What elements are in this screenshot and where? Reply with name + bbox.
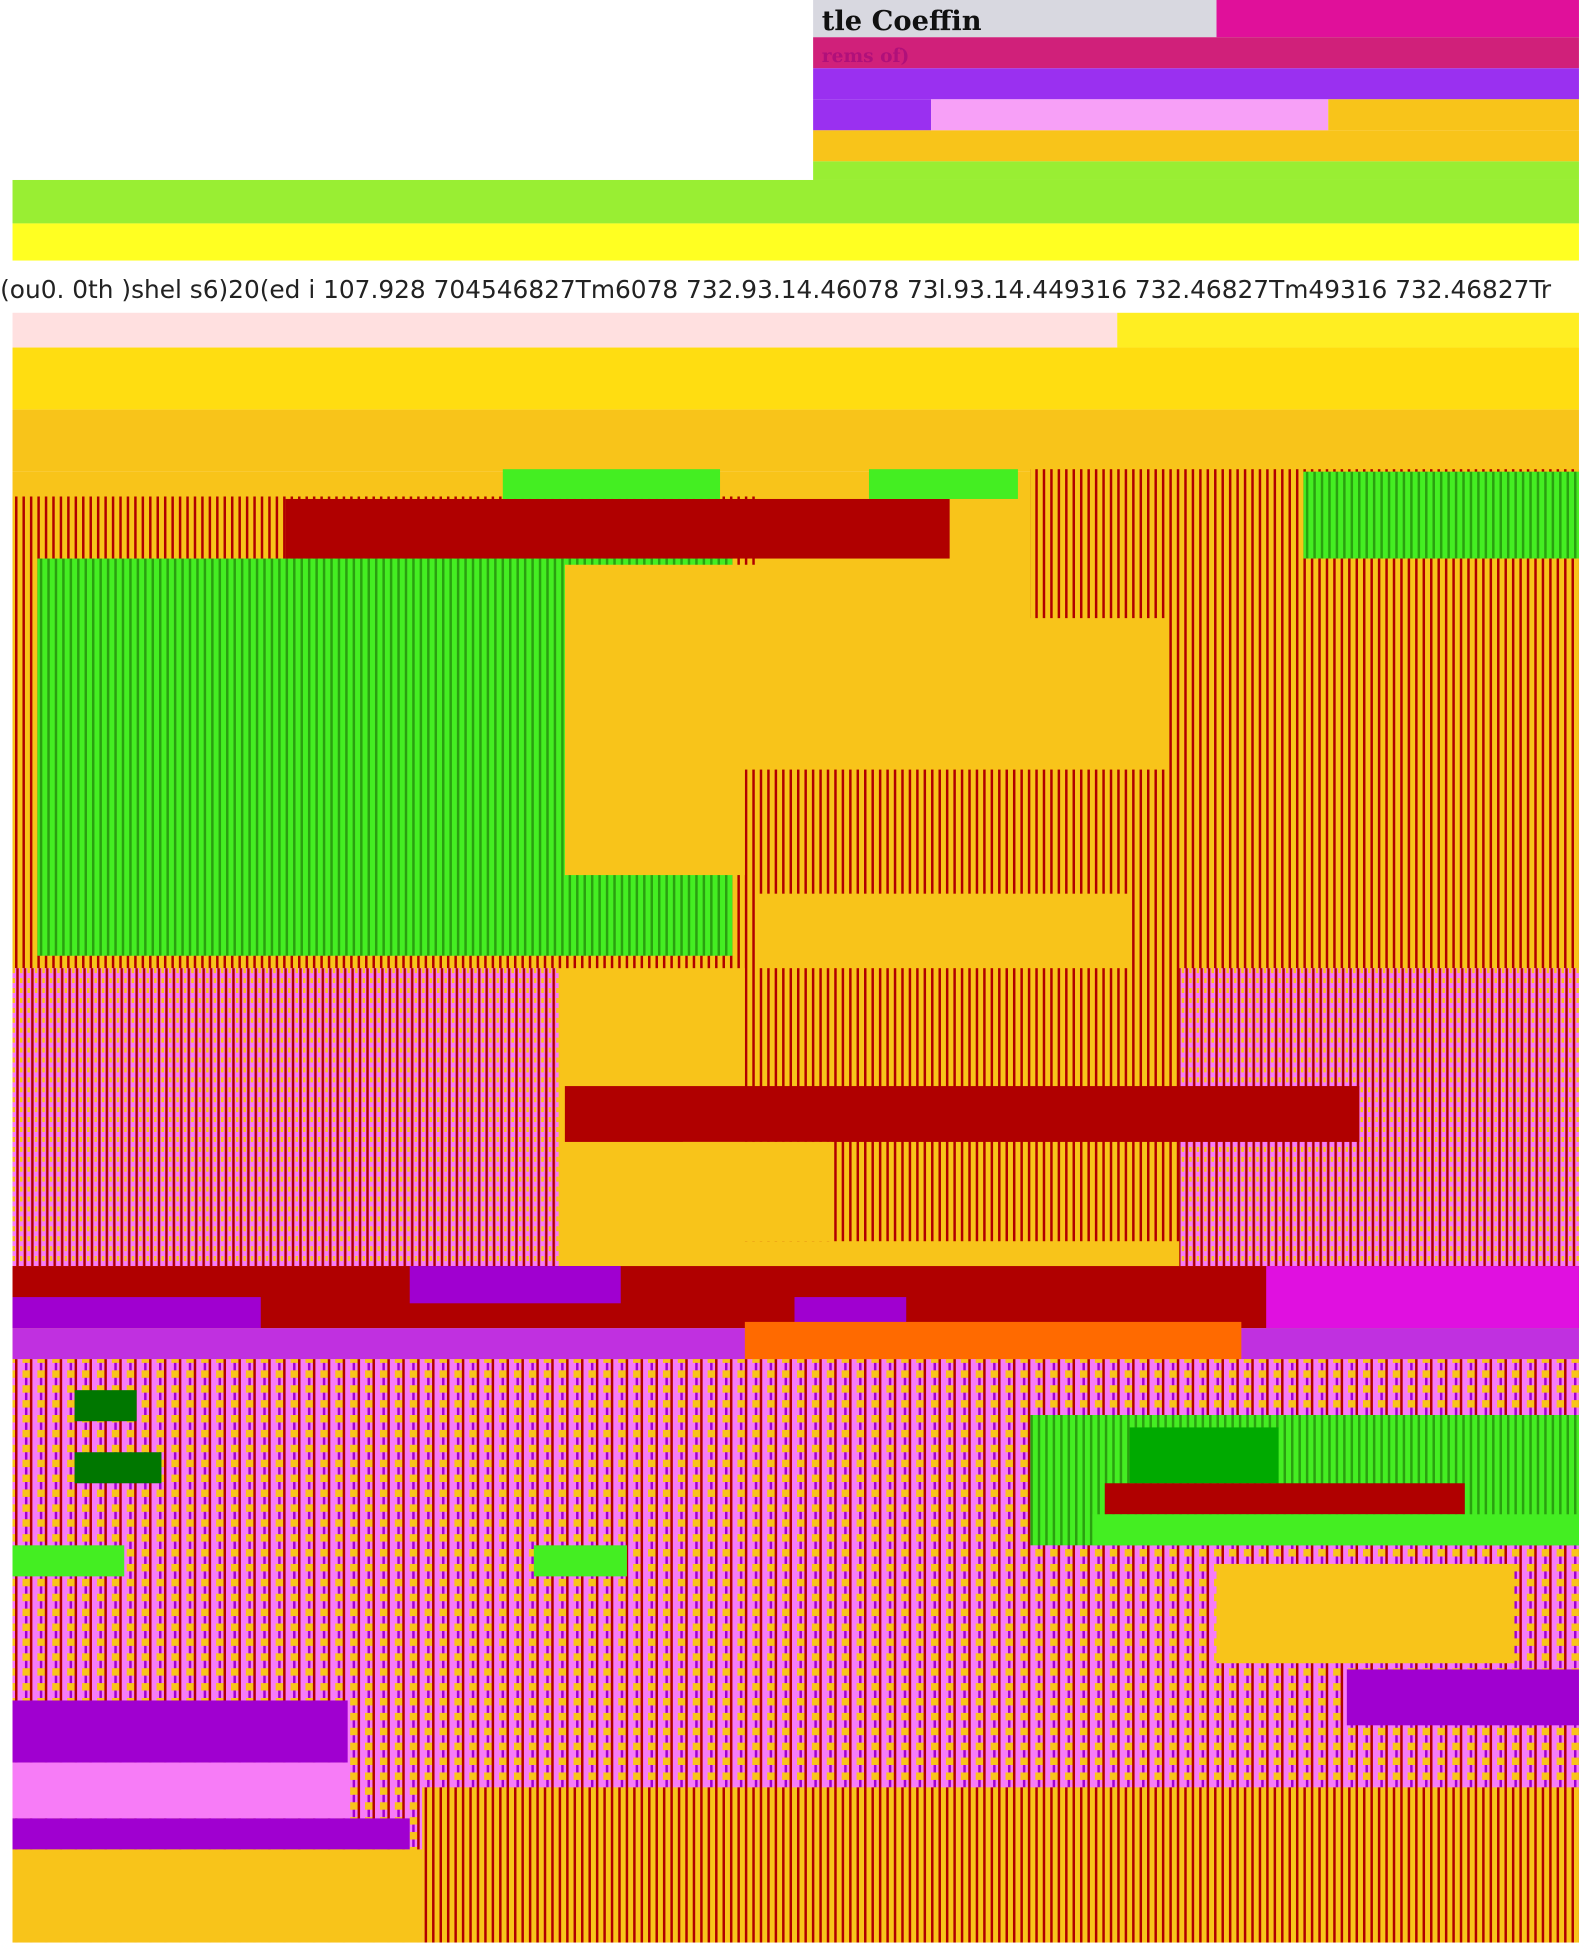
stray-text-line: (ou0. 0th )shel s6)20(ed i 107.928 70454… xyxy=(0,275,1552,304)
noise-area xyxy=(12,469,1579,1943)
header-title: tle Coeffin xyxy=(822,5,982,37)
bands: (ou0. 0th )shel s6)20(ed i 107.928 70454… xyxy=(0,179,1579,472)
header-subtitle: rems of) xyxy=(822,46,910,67)
header-strip: tle Coeffin rems of) xyxy=(813,0,1579,180)
